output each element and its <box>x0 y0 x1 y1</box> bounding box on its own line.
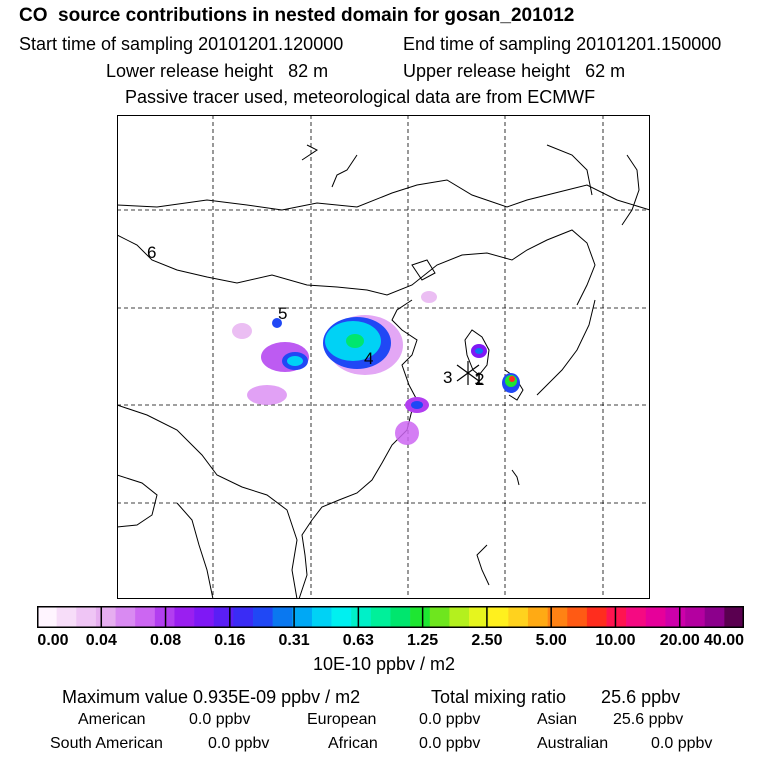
region-name-australian: Australian <box>537 735 609 752</box>
colorbar-swatch <box>194 606 215 628</box>
colorbar-tick-label: 40.00 <box>703 632 745 649</box>
region-value-australian: 0.0 ppbv <box>651 735 713 752</box>
colorbar-swatch <box>469 606 489 628</box>
colorbar-swatch <box>37 606 57 628</box>
colorbar-swatch <box>115 606 136 628</box>
colorbar-swatch <box>527 606 548 628</box>
colorbar-units: 10E-10 ppbv / m2 <box>312 654 456 674</box>
colorbar-swatch <box>56 606 77 628</box>
maximum-value: Maximum value 0.935E-09 ppbv / m2 <box>62 687 361 707</box>
colorbar-tick-label: 10.00 <box>595 632 636 649</box>
colorbar-swatch <box>547 606 568 628</box>
region-name-asian: Asian <box>537 711 578 728</box>
colorbar-swatch <box>351 606 372 628</box>
colorbar-swatch <box>685 606 706 628</box>
colorbar-swatch <box>704 606 725 628</box>
colorbar-tick-label: 0.16 <box>214 632 246 649</box>
colorbar-tick-label: 0.63 <box>342 632 374 649</box>
upper-release-height: Upper release height 62 m <box>403 61 626 81</box>
concentration-plumes <box>232 291 520 445</box>
colorbar-tick-label: 0.31 <box>278 632 310 649</box>
source-contribution-map: 1 2 3 4 5 6 <box>117 115 650 599</box>
colorbar-tick-label: 0.08 <box>149 632 182 649</box>
colorbar-swatch <box>665 606 686 628</box>
colorbar-swatch <box>311 606 332 628</box>
region-value-asian: 25.6 ppbv <box>613 711 684 728</box>
colorbar-tick-label: 20.00 <box>659 632 700 649</box>
colorbar-swatch <box>95 606 116 628</box>
marker-label-3: 3 <box>443 368 452 387</box>
start-time: Start time of sampling 20101201.120000 <box>19 34 344 54</box>
end-time: End time of sampling 20101201.150000 <box>403 34 722 54</box>
region-value-european: 0.0 ppbv <box>419 711 481 728</box>
colorbar-swatch <box>586 606 607 628</box>
colorbar-swatch <box>292 606 313 628</box>
colorbar-swatch <box>645 606 666 628</box>
marker-label-6: 6 <box>147 243 156 262</box>
lower-release-height: Lower release height 82 m <box>106 61 329 81</box>
colorbar-frame <box>37 606 744 628</box>
colorbar-tick-label: 1.25 <box>407 632 439 649</box>
colorbar-swatch <box>272 606 293 628</box>
region-name-south-american: South American <box>50 735 163 752</box>
region-name-african: African <box>328 735 378 752</box>
colorbar-swatch <box>567 606 588 628</box>
colorbar-swatch <box>135 606 156 628</box>
colorbar-swatch <box>449 606 470 628</box>
colorbar-swatch <box>174 606 195 628</box>
receptor-gosan-marker <box>456 361 480 385</box>
region-name-american: American <box>78 711 146 728</box>
colorbar-swatch <box>213 606 234 628</box>
lat-lon-grid <box>117 115 650 599</box>
colorbar-tick-label: 0.04 <box>85 632 117 649</box>
coastlines-and-borders <box>117 144 650 599</box>
colorbar-swatch <box>410 606 431 628</box>
colorbar-swatch <box>488 606 509 628</box>
colorbar-swatch <box>233 606 254 628</box>
colorbar-tick-label: 5.00 <box>535 632 567 649</box>
marker-label-1: 1 <box>474 369 483 388</box>
region-name-european: European <box>307 711 377 728</box>
plot-title: CO source contributions in nested domain… <box>19 5 575 26</box>
marker-label-2: 2 <box>475 370 484 389</box>
marker-label-4: 4 <box>364 349 373 368</box>
tracer-note: Passive tracer used, meteorological data… <box>125 87 596 107</box>
marker-label-5: 5 <box>278 304 287 323</box>
colorbar-swatch <box>508 606 529 628</box>
colorbar-tick-label: 2.50 <box>471 632 503 649</box>
colorbar-swatch <box>370 606 391 628</box>
region-value-african: 0.0 ppbv <box>419 735 481 752</box>
colorbar-tick-label: 0.00 <box>37 632 69 649</box>
colorbar-swatch <box>390 606 411 628</box>
total-mixing-ratio: Total mixing ratio 25.6 ppbv <box>431 687 681 707</box>
colorbar-swatch <box>76 606 97 628</box>
colorbar-swatch <box>253 606 273 628</box>
colorbar-swatch <box>429 606 450 628</box>
region-value-american: 0.0 ppbv <box>189 711 251 728</box>
region-value-south-american: 0.0 ppbv <box>208 735 270 752</box>
color-scale-bar <box>37 606 744 628</box>
colorbar-swatch <box>724 606 744 628</box>
colorbar-swatch <box>606 606 627 628</box>
colorbar-swatch <box>626 606 647 628</box>
colorbar-swatch <box>331 606 352 628</box>
